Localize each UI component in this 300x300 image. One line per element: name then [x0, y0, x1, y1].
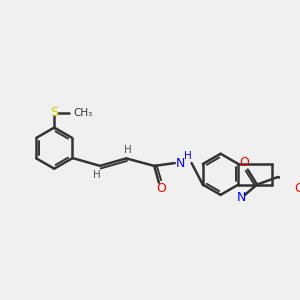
Text: O: O — [156, 182, 166, 195]
Text: H: H — [124, 145, 132, 155]
Text: N: N — [176, 157, 185, 169]
Text: O: O — [239, 156, 249, 169]
Text: H: H — [184, 151, 192, 160]
Text: S: S — [50, 106, 58, 119]
Text: N: N — [236, 191, 246, 204]
Text: CH₃: CH₃ — [74, 108, 93, 118]
Text: O: O — [294, 182, 300, 195]
Text: H: H — [93, 170, 101, 180]
